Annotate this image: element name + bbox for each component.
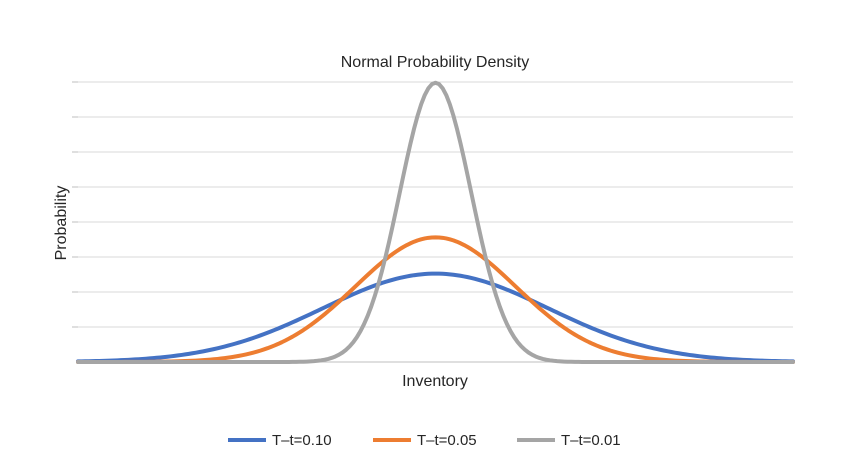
gridlines [78, 81, 793, 328]
y-tick-marks [72, 81, 78, 328]
series-line-3 [76, 80, 795, 364]
legend-item-1: T–t=0.10 [228, 432, 332, 449]
legend-label: T–t=0.01 [561, 432, 621, 449]
legend-item-3: T–t=0.01 [517, 432, 621, 449]
legend-label: T–t=0.05 [417, 432, 477, 449]
y-axis-label: Probability [53, 186, 70, 261]
x-axis-label: Inventory [402, 373, 468, 390]
chart-title: Normal Probability Density [341, 54, 530, 71]
series-line-2 [76, 235, 795, 364]
legend-item-2: T–t=0.05 [373, 432, 477, 449]
series-lines [76, 80, 795, 364]
series-line-1 [76, 271, 795, 364]
legend: T–t=0.10 T–t=0.05 T–t=0.01 [228, 432, 621, 449]
legend-label: T–t=0.10 [272, 432, 332, 449]
